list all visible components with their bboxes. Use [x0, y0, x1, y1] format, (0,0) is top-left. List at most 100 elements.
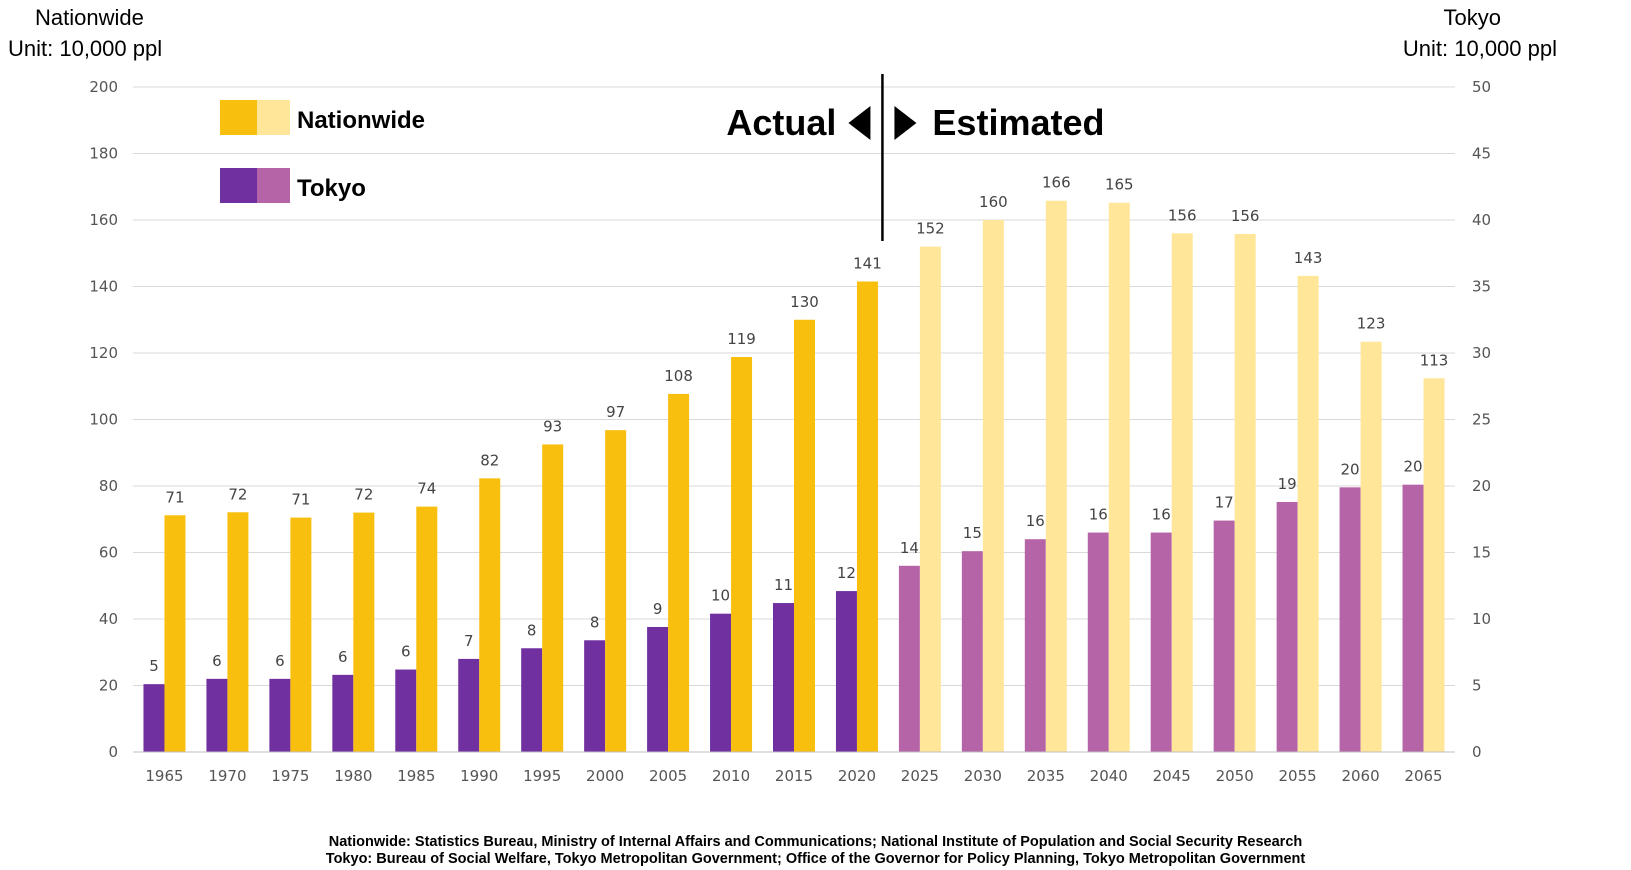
- source-note-nationwide: Nationwide: Statistics Bureau, Ministry …: [328, 834, 1303, 850]
- tokyo-data-label: 11: [774, 576, 793, 594]
- x-axis-tick-label: 2060: [1341, 767, 1379, 785]
- nationwide-data-label: 143: [1294, 249, 1323, 267]
- tokyo-data-label: 15: [963, 524, 982, 542]
- right-axis-tick-label: 25: [1472, 411, 1491, 429]
- tokyo-data-label: 19: [1278, 475, 1297, 493]
- left-axis-tick-label: 140: [89, 278, 118, 296]
- right-axis-tick-label: 0: [1472, 743, 1482, 761]
- nationwide-data-label: 71: [165, 488, 184, 506]
- nationwide-bar: [1234, 233, 1256, 753]
- x-axis-tick-label: 2035: [1027, 767, 1065, 785]
- left-axis-tick-label: 60: [99, 544, 118, 562]
- x-axis-tick-label: 1980: [334, 767, 372, 785]
- nationwide-data-label: 160: [979, 193, 1008, 211]
- tokyo-data-label: 14: [900, 539, 919, 557]
- tokyo-data-label: 8: [527, 621, 537, 639]
- x-axis-tick-label: 2015: [775, 767, 813, 785]
- x-axis-tick-label: 1985: [397, 767, 435, 785]
- tokyo-bar: [395, 669, 417, 752]
- actual-arrow-icon: [848, 106, 871, 140]
- left-axis-title: Nationwide: [35, 5, 144, 30]
- tokyo-bar: [458, 658, 480, 752]
- nationwide-data-label: 119: [727, 330, 756, 348]
- right-axis-tick-label: 30: [1472, 344, 1491, 362]
- x-axis-tick-label: 2030: [964, 767, 1002, 785]
- tokyo-bar: [710, 613, 732, 752]
- tokyo-data-label: 6: [338, 648, 348, 666]
- nationwide-data-label: 156: [1231, 207, 1260, 225]
- left-axis-tick-label: 80: [99, 477, 118, 495]
- nationwide-data-label: 82: [480, 451, 499, 469]
- right-axis-tick-label: 15: [1472, 544, 1491, 562]
- left-axis-tick-label: 100: [89, 411, 118, 429]
- legend-label-tokyo: Tokyo: [297, 175, 366, 202]
- nationwide-data-label: 141: [853, 255, 882, 273]
- right-axis-tick-label: 50: [1472, 78, 1491, 96]
- nationwide-bar: [731, 356, 753, 752]
- tokyo-data-label: 8: [590, 613, 600, 631]
- nationwide-bar: [1108, 202, 1130, 752]
- nationwide-data-label: 165: [1105, 176, 1134, 194]
- estimated-label: Estimated: [932, 102, 1104, 143]
- nationwide-data-label: 93: [543, 417, 562, 435]
- left-axis-tick-label: 0: [108, 743, 118, 761]
- nationwide-data-label: 113: [1420, 351, 1449, 369]
- nationwide-bar: [416, 506, 438, 752]
- tokyo-data-label: 20: [1403, 458, 1422, 476]
- nationwide-bar: [794, 319, 815, 752]
- tokyo-bar: [332, 674, 354, 752]
- tokyo-bar: [773, 603, 794, 752]
- right-axis-tick-label: 35: [1472, 278, 1491, 296]
- tokyo-data-label: 5: [149, 657, 159, 675]
- tokyo-bar: [1213, 520, 1235, 752]
- nationwide-bar: [479, 478, 501, 752]
- tokyo-data-label: 20: [1341, 460, 1360, 478]
- left-axis-tick-label: 40: [99, 610, 118, 628]
- tokyo-data-label: 7: [464, 632, 474, 650]
- nationwide-bar: [1045, 200, 1067, 753]
- estimated-arrow-icon: [894, 106, 917, 140]
- right-axis-tick-label: 20: [1472, 477, 1491, 495]
- nationwide-bar: [668, 393, 690, 752]
- actual-label: Actual: [726, 102, 836, 143]
- legend-swatch-nationwide-estimated: [257, 100, 290, 135]
- tokyo-bar: [898, 565, 920, 752]
- nationwide-data-label: 130: [790, 293, 819, 311]
- nationwide-data-label: 123: [1357, 315, 1386, 333]
- tokyo-bar: [143, 684, 165, 752]
- nationwide-data-label: 71: [291, 491, 310, 509]
- left-axis-tick-label: 20: [99, 677, 118, 695]
- x-axis-tick-label: 2010: [712, 767, 750, 785]
- left-axis-unit: Unit: 10,000 ppl: [8, 36, 163, 61]
- x-axis-tick-label: 2020: [838, 767, 876, 785]
- x-axis-tick-label: 1975: [271, 767, 309, 785]
- tokyo-bar: [521, 648, 543, 752]
- legend-swatch-tokyo-actual: [220, 168, 257, 203]
- left-axis-tick-label: 180: [89, 145, 118, 163]
- x-axis-tick-label: 2055: [1279, 767, 1317, 785]
- left-axis-tick-label: 160: [89, 211, 118, 229]
- left-axis-tick-label: 200: [89, 78, 118, 96]
- nationwide-bar: [164, 515, 186, 752]
- left-axis-tick-label: 120: [89, 344, 118, 362]
- tokyo-data-label: 10: [711, 587, 730, 605]
- x-axis-tick-label: 2005: [649, 767, 687, 785]
- tokyo-data-label: 6: [275, 652, 285, 670]
- tokyo-data-label: 16: [1026, 512, 1045, 530]
- nationwide-data-label: 108: [664, 367, 693, 385]
- right-axis-tick-label: 40: [1472, 211, 1491, 229]
- x-axis-tick-label: 1970: [208, 767, 246, 785]
- x-axis-tick-label: 2050: [1216, 767, 1254, 785]
- nationwide-data-label: 156: [1168, 206, 1197, 224]
- x-axis-tick-label: 2040: [1090, 767, 1128, 785]
- nationwide-data-label: 97: [606, 403, 625, 421]
- x-axis-tick-label: 2025: [901, 767, 939, 785]
- tokyo-data-label: 6: [212, 652, 222, 670]
- tokyo-bar: [961, 551, 983, 752]
- legend-label-nationwide: Nationwide: [297, 107, 425, 134]
- nationwide-bar: [1423, 378, 1445, 752]
- right-axis-tick-label: 5: [1472, 677, 1482, 695]
- tokyo-data-label: 9: [653, 600, 663, 618]
- nationwide-bar: [290, 517, 312, 752]
